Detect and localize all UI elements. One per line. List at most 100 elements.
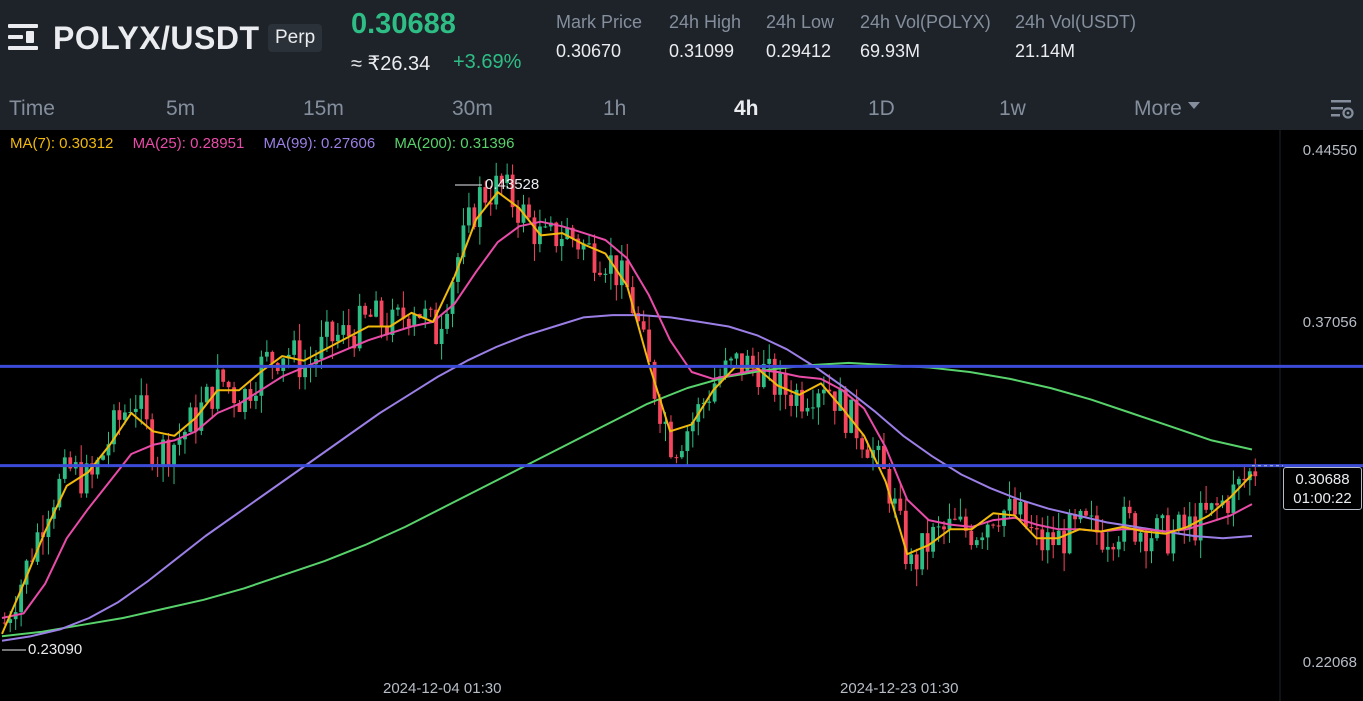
candle-body	[188, 407, 193, 432]
candle-body	[690, 421, 695, 432]
candle-body	[461, 225, 466, 258]
candle-body	[603, 273, 608, 275]
stat-label: 24h Vol(USDT)	[1015, 12, 1137, 32]
stat-24h-low: 24h Low 0.29412	[766, 12, 834, 62]
ma7-line	[1, 191, 1253, 635]
candle-body	[117, 410, 122, 420]
candle-body	[663, 421, 668, 424]
candle-body	[1165, 515, 1170, 554]
candle-body	[756, 366, 761, 388]
candle-body	[532, 217, 537, 245]
trading-pair-title[interactable]: POLYX/USDT	[53, 20, 260, 56]
candle-body	[592, 243, 597, 273]
ma7-legend: MA(7): 0.30312	[10, 135, 114, 152]
candle-body	[368, 314, 373, 317]
candle-body	[608, 255, 613, 274]
candle-body	[172, 444, 176, 467]
candle-body	[625, 260, 630, 288]
candle-body	[942, 526, 946, 530]
candle-body	[357, 305, 362, 349]
tab-5m[interactable]: 5m	[166, 97, 196, 120]
candle-body	[374, 300, 378, 317]
candle-body	[559, 239, 564, 247]
menu-icon[interactable]	[8, 24, 38, 50]
candle-body	[865, 449, 870, 458]
stat-24h-vol-quote: 24h Vol(USDT) 21.14M	[1015, 12, 1136, 62]
candle-body	[390, 309, 395, 335]
candle-body	[723, 360, 728, 377]
ma99-legend: MA(99): 0.27606	[263, 135, 376, 152]
candle-body	[849, 399, 854, 433]
candle-body	[406, 318, 411, 327]
candle-body	[335, 334, 340, 342]
candle-body	[204, 386, 209, 403]
candle-body	[1144, 532, 1148, 552]
candle-body	[903, 510, 908, 565]
candle-body	[1073, 514, 1077, 520]
candle-body	[598, 272, 602, 275]
candle-body	[352, 335, 357, 349]
candle-body	[1226, 500, 1230, 513]
candle-body	[658, 398, 662, 424]
candle-body	[128, 411, 133, 413]
candle-body	[745, 355, 750, 373]
x-axis-label: 2024-12-04 01:30	[383, 680, 502, 697]
tab-30m[interactable]: 30m	[452, 97, 493, 120]
candle-body	[963, 516, 968, 531]
tab-15m[interactable]: 15m	[303, 97, 344, 120]
candle-body	[62, 457, 67, 479]
chart-settings-icon[interactable]	[1330, 98, 1354, 120]
candle-body	[445, 313, 449, 329]
candle-body	[974, 540, 979, 546]
candle-body	[133, 408, 138, 412]
candle-body	[761, 363, 766, 388]
candle-body	[816, 393, 821, 408]
stat-value: 69.93M	[860, 41, 921, 61]
candle-body	[898, 498, 903, 511]
candle-body	[630, 287, 635, 314]
candle-body	[887, 468, 892, 504]
tab-4h[interactable]: 4h	[734, 97, 759, 120]
chart-canvas[interactable]	[0, 130, 1363, 701]
candle-body	[226, 381, 231, 388]
candle-body	[1253, 471, 1258, 477]
candle-body	[439, 328, 444, 345]
candle-countdown: 01:00:22	[1293, 490, 1352, 507]
candle-body	[1029, 526, 1034, 529]
candle-body	[860, 438, 864, 450]
y-axis-label-mid: 0.37056	[1302, 314, 1357, 331]
candle-body	[1209, 503, 1214, 510]
candle-body	[346, 325, 351, 336]
candle-body	[150, 419, 155, 464]
candle-body	[19, 584, 24, 613]
candle-body	[396, 307, 400, 310]
stat-mark-price: Mark Price 0.30670	[556, 12, 642, 62]
candle-body	[1187, 516, 1192, 530]
candle-body	[789, 394, 794, 406]
candle-body	[106, 444, 111, 456]
tab-1h[interactable]: 1h	[603, 97, 627, 120]
candle-body	[450, 281, 455, 314]
candle-body	[925, 533, 930, 552]
stat-value: 0.29412	[766, 41, 832, 61]
candle-body	[264, 351, 269, 357]
candlestick-chart[interactable]: MA(7): 0.30312 MA(25): 0.28951 MA(99): 0…	[0, 130, 1363, 701]
tab-more[interactable]: More	[1134, 97, 1200, 121]
candle-body	[166, 439, 171, 467]
candle-body	[1138, 532, 1143, 542]
tab-1d[interactable]: 1D	[868, 97, 895, 120]
candle-body	[854, 399, 859, 439]
stat-24h-vol-base: 24h Vol(POLYX) 69.93M	[860, 12, 991, 62]
tab-time[interactable]: Time	[9, 97, 55, 120]
candle-body	[215, 369, 220, 409]
candle-body	[914, 554, 919, 570]
candle-body	[1089, 515, 1094, 517]
candle-body	[619, 260, 624, 286]
tab-1w[interactable]: 1w	[999, 97, 1026, 120]
caret-down-icon	[1187, 101, 1200, 109]
candle-body	[8, 619, 13, 623]
candle-body	[543, 226, 548, 228]
x-axis-label: 2024-12-23 01:30	[840, 680, 959, 697]
candle-body	[1127, 506, 1132, 514]
candle-body	[281, 358, 286, 371]
